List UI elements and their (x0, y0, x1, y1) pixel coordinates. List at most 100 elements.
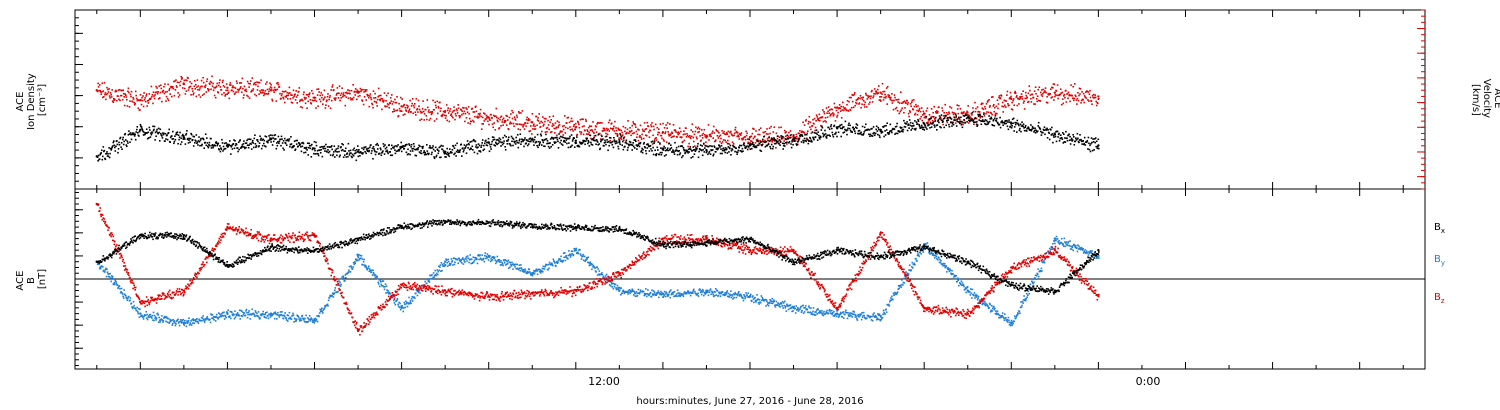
density-series-point (779, 144, 781, 146)
density-series-point (889, 130, 891, 133)
density-series-point (466, 140, 469, 142)
by-series-point (211, 313, 214, 316)
density-series-point (513, 140, 515, 143)
density-series-point (639, 142, 641, 145)
density-series-point (852, 126, 854, 129)
density-series-point (914, 120, 916, 122)
density-series-point (352, 155, 355, 157)
density-series-point (457, 151, 460, 153)
by-series-point (223, 311, 225, 314)
by-series-point (350, 265, 352, 267)
density-series-point (993, 119, 995, 121)
density-series-point (570, 134, 573, 136)
density-series-point (159, 140, 161, 142)
velocity-series-point (187, 77, 189, 79)
data-layer (95, 75, 1100, 336)
velocity-series-point (881, 93, 883, 95)
density-series-point (705, 151, 708, 154)
velocity-series-point (962, 123, 964, 126)
density-series-point (289, 145, 291, 148)
velocity-series-point (580, 131, 583, 133)
density-series-point (1069, 143, 1072, 145)
density-series-point (252, 142, 255, 144)
velocity-series-point (185, 90, 188, 92)
velocity-series-point (375, 101, 377, 103)
by-series-point (383, 288, 386, 291)
density-series-point (243, 146, 246, 148)
density-series-point (828, 134, 830, 136)
velocity-series-point (334, 99, 337, 101)
by-series-point (479, 257, 482, 260)
velocity-series-point (555, 126, 558, 129)
density-series-data-point (139, 128, 142, 132)
density-series-point (118, 141, 120, 144)
density-series-point (736, 153, 738, 155)
density-series-point (802, 139, 804, 142)
velocity-series-point (1030, 97, 1032, 100)
velocity-series-point (415, 98, 418, 100)
density-series-point (470, 148, 472, 150)
by-series-point (190, 324, 193, 326)
by-series-point (236, 313, 238, 315)
velocity-series-point (202, 76, 204, 79)
by-series-point (434, 269, 436, 272)
density-series-point (111, 146, 113, 148)
density-series-point (182, 133, 184, 136)
velocity-series-point (914, 114, 916, 116)
density-series-point (977, 115, 980, 118)
density-series-point (356, 149, 358, 151)
velocity-series-point (133, 101, 135, 104)
by-series-point (179, 319, 182, 321)
by-series-point (323, 308, 325, 310)
velocity-series-point (311, 90, 313, 92)
density-series-data-point (1010, 122, 1013, 125)
velocity-series-point (694, 145, 696, 147)
velocity-series-point (1033, 103, 1035, 105)
by-series-point (407, 303, 410, 305)
density-series-point (1090, 142, 1092, 145)
density-series-point (1074, 140, 1077, 143)
density-series-point (245, 142, 248, 144)
density-series-point (242, 146, 244, 148)
velocity-series-point (145, 95, 147, 97)
velocity-series-point (519, 123, 521, 125)
velocity-series-point (744, 136, 746, 138)
density-series-point (641, 151, 644, 154)
velocity-series-point (781, 137, 784, 140)
velocity-series-point (836, 116, 838, 118)
density-series-point (707, 145, 710, 148)
density-series-point (439, 145, 442, 148)
density-series-point (831, 127, 833, 130)
density-series-point (579, 141, 581, 143)
density-series-point (335, 150, 337, 153)
density-series-point (968, 117, 970, 119)
velocity-series-point (998, 96, 1000, 99)
velocity-series-point (627, 120, 629, 122)
velocity-series-point (1040, 91, 1042, 94)
density-series-point (344, 150, 347, 152)
density-series-point (573, 146, 576, 148)
density-series-point (665, 154, 667, 156)
velocity-series-point (657, 133, 659, 136)
velocity-series-point (518, 110, 520, 113)
velocity-series-point (838, 104, 841, 106)
velocity-series-point (790, 133, 793, 136)
velocity-series-point (341, 96, 344, 98)
velocity-series-point (286, 91, 289, 94)
density-series-point (1009, 125, 1012, 128)
velocity-series-point (296, 94, 299, 96)
velocity-series-point (445, 115, 447, 117)
density-series-point (978, 119, 980, 121)
velocity-series-point (1040, 94, 1043, 96)
velocity-series-point (1033, 90, 1036, 92)
velocity-series-point (966, 110, 968, 113)
density-series-point (324, 147, 327, 150)
density-series-point (382, 143, 385, 145)
by-series-point (104, 269, 107, 271)
density-series-point (638, 142, 640, 145)
density-series-point (1008, 119, 1010, 121)
velocity-series-point (502, 124, 504, 126)
density-series-point (692, 146, 695, 148)
velocity-series-point (1085, 91, 1087, 93)
velocity-series-point (303, 91, 305, 93)
